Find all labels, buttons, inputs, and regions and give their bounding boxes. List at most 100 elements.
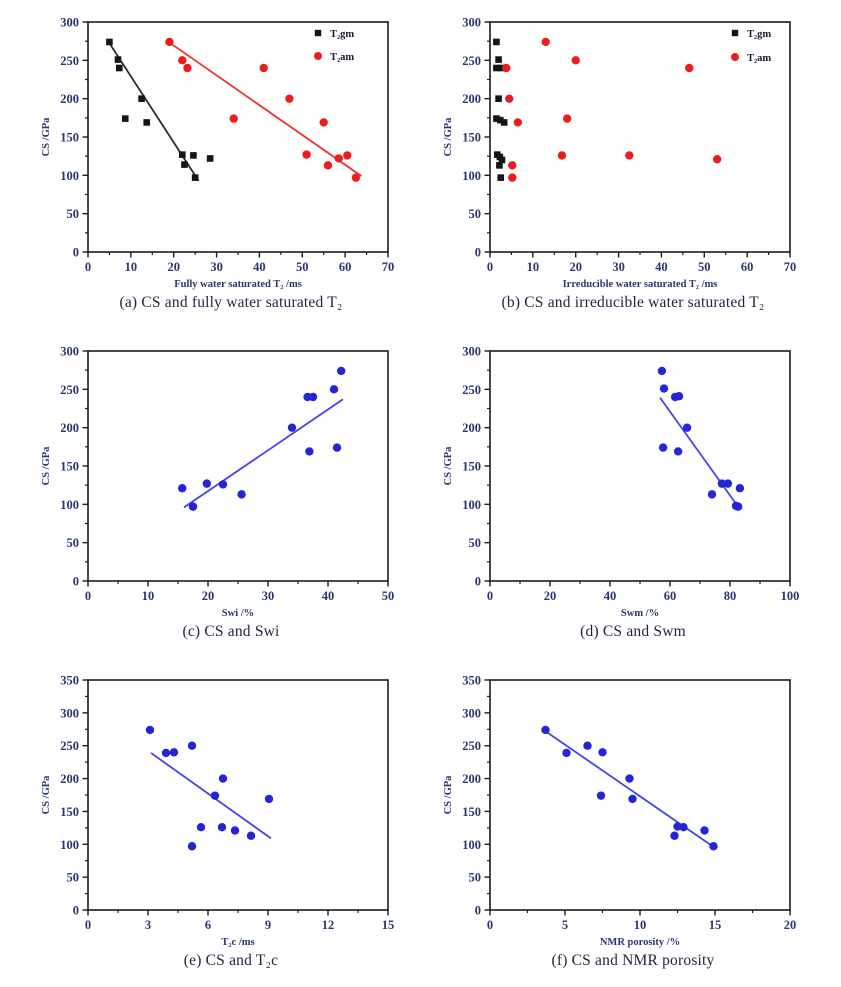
svg-text:200: 200 (462, 92, 481, 106)
svg-text:50: 50 (469, 871, 482, 885)
scatter-plot-c: CS /GPa Swi /% 0 10 20 30 40 50 0 50 100 150 200 25… (41, 345, 394, 620)
svg-text:150: 150 (60, 460, 79, 474)
svg-text:T₂am: T₂am (330, 52, 354, 63)
svg-text:20: 20 (569, 260, 582, 274)
svg-text:150: 150 (60, 131, 79, 145)
svg-text:300: 300 (462, 345, 481, 359)
svg-text:300: 300 (60, 16, 79, 30)
svg-text:200: 200 (462, 772, 481, 786)
svg-text:150: 150 (462, 460, 481, 474)
svg-text:200: 200 (60, 772, 79, 786)
svg-text:300: 300 (462, 16, 481, 30)
svg-text:350: 350 (462, 674, 481, 688)
svg-text:250: 250 (462, 54, 481, 68)
svg-text:5: 5 (562, 918, 568, 932)
x-axis-label: Fully water saturated T₂ /ms (174, 279, 302, 290)
svg-text:150: 150 (462, 131, 481, 145)
svg-text:70: 70 (382, 260, 395, 274)
svg-text:150: 150 (462, 805, 481, 819)
panel-a: CS /GPa Fully water saturated T₂ /ms 0 10… (30, 0, 432, 329)
svg-text:200: 200 (462, 421, 481, 435)
y-axis-label: CS /GPa (443, 446, 454, 486)
y-axis-label: CS /GPa (443, 775, 454, 815)
svg-text:30: 30 (262, 589, 275, 603)
scatter-plot-a: CS /GPa Fully water saturated T₂ /ms 0 10… (41, 16, 395, 291)
svg-text:200: 200 (60, 92, 79, 106)
svg-text:50: 50 (469, 207, 482, 221)
svg-text:0: 0 (475, 246, 481, 260)
svg-text:350: 350 (60, 674, 79, 688)
svg-text:40: 40 (655, 260, 668, 274)
svg-text:50: 50 (67, 536, 80, 550)
svg-text:250: 250 (60, 739, 79, 753)
svg-text:0: 0 (475, 575, 481, 589)
svg-text:50: 50 (67, 207, 80, 221)
svg-text:20: 20 (167, 260, 180, 274)
svg-text:100: 100 (60, 838, 79, 852)
svg-text:20: 20 (202, 589, 215, 603)
x-axis-label: Swm /% (621, 608, 659, 619)
svg-text:80: 80 (724, 589, 737, 603)
panel-e: CS /GPa T₂c /ms 0 3 6 9 12 15 0 50 100 150 200 250 3… (30, 658, 432, 987)
scatter-plot-b: CS /GPa Irreducible water saturated T₂ /… (443, 16, 796, 291)
svg-text:30: 30 (210, 260, 223, 274)
scatter-plot-f: CS /GPa NMR porosity /% 0 5 10 15 2005010015… (443, 674, 796, 949)
caption-b: (b) CS and irreducible water saturated T… (501, 294, 765, 311)
panel-b: CS /GPa Irreducible water saturated T₂ /… (432, 0, 834, 329)
svg-text:6: 6 (205, 918, 211, 932)
svg-text:50: 50 (698, 260, 711, 274)
chart-layer-d: 0 20 40 60 80 100 0 50 100 150 200 250 300 (462, 345, 799, 604)
svg-text:250: 250 (462, 383, 481, 397)
chart-layer-c: 0 10 20 30 40 50 0 50 100 150 200 250 300 (60, 345, 394, 604)
svg-text:40: 40 (322, 589, 335, 603)
svg-text:100: 100 (462, 498, 481, 512)
svg-text:300: 300 (60, 345, 79, 359)
svg-text:100: 100 (462, 838, 481, 852)
svg-text:10: 10 (142, 589, 155, 603)
caption-d: (d) CS and Swm (580, 623, 686, 640)
svg-text:150: 150 (60, 805, 79, 819)
svg-text:300: 300 (60, 706, 79, 720)
svg-text:0: 0 (85, 589, 91, 603)
scatter-plot-e: CS /GPa T₂c /ms 0 3 6 9 12 150501001502002503… (41, 674, 394, 949)
svg-text:30: 30 (612, 260, 625, 274)
scatter-plot-d: CS /GPa Swm /% 0 20 40 60 80 100 0 50 100 150 200 2… (443, 345, 799, 620)
svg-text:0: 0 (475, 904, 481, 918)
svg-text:10: 10 (527, 260, 540, 274)
x-axis-label: T₂c /ms (221, 937, 254, 948)
svg-text:40: 40 (604, 589, 617, 603)
y-axis-label: CS /GPa (443, 117, 454, 157)
chart-layer-b: 0 10 20 30 40 50 60 70 0 50 100 150 200 250 300 T₂gm T₂a… (462, 16, 796, 275)
svg-text:100: 100 (60, 498, 79, 512)
x-axis-label: Swi /% (222, 608, 254, 619)
svg-text:250: 250 (60, 383, 79, 397)
caption-a: (a) CS and fully water saturated T₂ (119, 294, 343, 311)
x-axis-label: Irreducible water saturated T₂ /ms (563, 279, 718, 290)
svg-text:50: 50 (382, 589, 395, 603)
svg-text:100: 100 (462, 169, 481, 183)
svg-text:60: 60 (741, 260, 754, 274)
svg-text:0: 0 (73, 904, 79, 918)
svg-text:60: 60 (664, 589, 677, 603)
svg-text:250: 250 (60, 54, 79, 68)
svg-text:T₂am: T₂am (747, 53, 771, 64)
svg-text:0: 0 (73, 246, 79, 260)
svg-text:50: 50 (469, 536, 482, 550)
svg-text:20: 20 (544, 589, 557, 603)
svg-text:0: 0 (85, 918, 91, 932)
svg-text:50: 50 (67, 871, 80, 885)
svg-text:100: 100 (60, 169, 79, 183)
svg-text:0: 0 (73, 575, 79, 589)
svg-text:100: 100 (781, 589, 800, 603)
x-axis-label: NMR porosity /% (600, 937, 680, 948)
svg-text:0: 0 (85, 260, 91, 274)
svg-text:0: 0 (487, 260, 493, 274)
svg-text:9: 9 (265, 918, 271, 932)
panel-c: CS /GPa Swi /% 0 10 20 30 40 50 0 50 100 150 200 25… (30, 329, 432, 658)
svg-text:10: 10 (634, 918, 647, 932)
caption-e: (e) CS and T₂c (183, 952, 279, 969)
svg-text:12: 12 (322, 918, 335, 932)
svg-text:20: 20 (784, 918, 797, 932)
